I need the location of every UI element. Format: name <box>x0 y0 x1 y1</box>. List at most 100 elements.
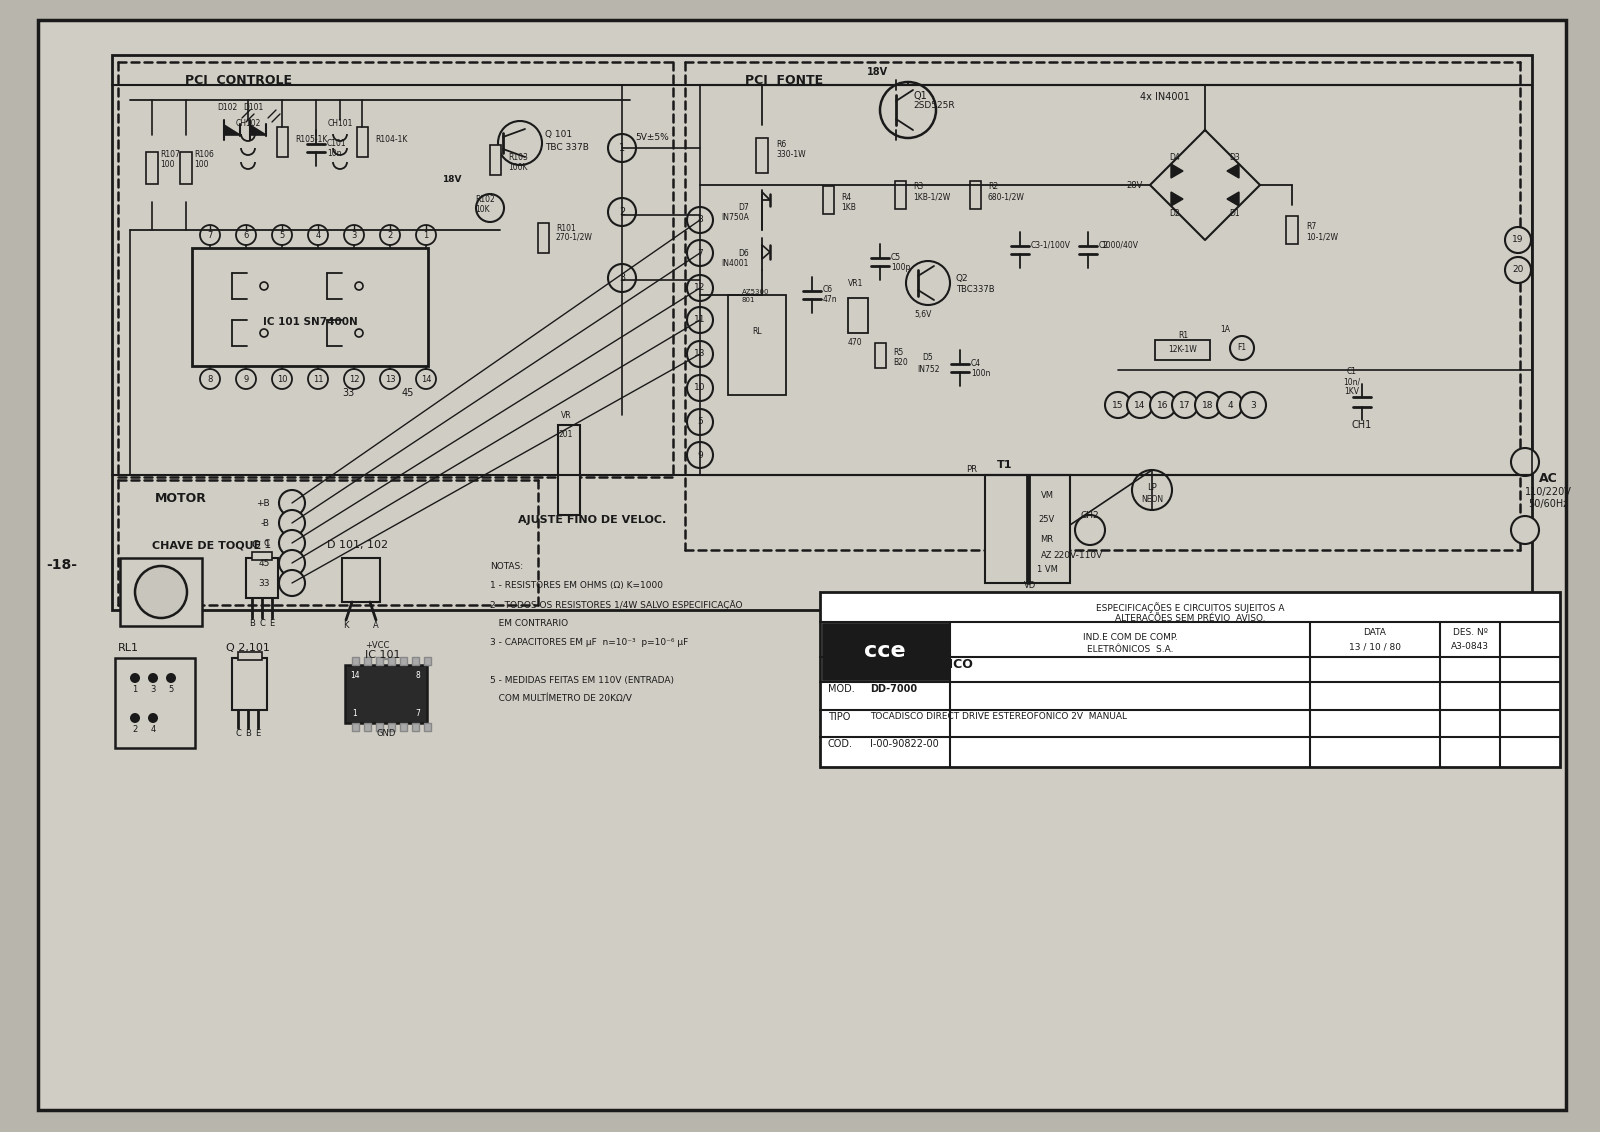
Text: R3: R3 <box>914 182 923 191</box>
Text: ESPECIFICAÇÕES E CIRCUITOS SUJEITOS A: ESPECIFICAÇÕES E CIRCUITOS SUJEITOS A <box>1096 602 1285 612</box>
Text: R5: R5 <box>893 348 904 357</box>
Text: -18-: -18- <box>46 558 77 572</box>
Bar <box>238 652 262 660</box>
Text: 110/220V: 110/220V <box>1525 487 1571 497</box>
Text: VR1: VR1 <box>848 278 864 288</box>
Text: 3: 3 <box>352 231 357 240</box>
Text: 33: 33 <box>259 578 270 588</box>
Text: GND: GND <box>376 729 395 738</box>
Circle shape <box>686 409 714 435</box>
Circle shape <box>166 674 176 683</box>
Polygon shape <box>250 125 266 135</box>
Text: IC 101: IC 101 <box>365 650 400 660</box>
Text: C5: C5 <box>891 252 901 261</box>
Text: R4: R4 <box>842 192 851 201</box>
Text: TBC337B: TBC337B <box>957 285 995 294</box>
Text: PCI  FONTE: PCI FONTE <box>746 74 822 87</box>
Text: A: A <box>373 621 379 631</box>
Text: 16: 16 <box>1157 401 1168 410</box>
Circle shape <box>608 134 637 162</box>
Bar <box>986 475 1070 583</box>
Text: AJUSTE FINO DE VELOC.: AJUSTE FINO DE VELOC. <box>518 515 666 525</box>
Bar <box>246 558 278 598</box>
Circle shape <box>355 329 363 337</box>
Text: 14: 14 <box>350 670 360 679</box>
Text: 14: 14 <box>421 375 432 384</box>
Circle shape <box>1230 336 1254 360</box>
Text: AZ5300: AZ5300 <box>742 289 770 295</box>
Circle shape <box>355 282 363 290</box>
Text: 5: 5 <box>168 686 174 695</box>
Bar <box>424 723 430 731</box>
Text: MR: MR <box>1040 535 1053 544</box>
Text: 11: 11 <box>312 375 323 384</box>
Bar <box>558 424 579 515</box>
Bar <box>365 723 371 731</box>
Text: 4: 4 <box>315 231 320 240</box>
Text: C: C <box>259 619 266 628</box>
Text: Q 2,101: Q 2,101 <box>226 643 270 653</box>
Text: AZ: AZ <box>1042 550 1053 559</box>
Text: 201: 201 <box>558 430 573 439</box>
Circle shape <box>1218 392 1243 418</box>
Text: R107: R107 <box>160 151 179 158</box>
Text: 9: 9 <box>243 375 248 384</box>
Text: 1KB: 1KB <box>842 203 856 212</box>
Text: 18V: 18V <box>867 67 888 77</box>
Text: 10: 10 <box>694 384 706 393</box>
Circle shape <box>1510 516 1539 544</box>
Polygon shape <box>1227 192 1238 206</box>
Text: 3: 3 <box>1250 401 1256 410</box>
Text: 3 - CAPACITORES EM μF  n=10⁻³  p=10⁻⁶ μF: 3 - CAPACITORES EM μF n=10⁻³ p=10⁻⁶ μF <box>490 638 688 648</box>
Text: 5: 5 <box>698 418 702 427</box>
Text: TIPO: TIPO <box>829 712 850 722</box>
Text: 17: 17 <box>1179 401 1190 410</box>
Circle shape <box>381 369 400 389</box>
Circle shape <box>237 225 256 245</box>
Text: 13: 13 <box>694 350 706 359</box>
Text: 47n: 47n <box>822 295 838 305</box>
Text: R101: R101 <box>557 224 576 233</box>
Bar <box>352 657 358 664</box>
Text: EM CONTRARIO: EM CONTRARIO <box>490 619 568 628</box>
Text: 1 VM: 1 VM <box>1037 566 1058 575</box>
Text: NEON: NEON <box>1141 495 1163 504</box>
Text: 19: 19 <box>1512 235 1523 245</box>
Bar <box>1286 216 1298 245</box>
Text: C: C <box>264 539 270 548</box>
Circle shape <box>200 369 221 389</box>
Text: D2: D2 <box>1170 208 1181 217</box>
Text: B: B <box>250 619 254 628</box>
Text: 14: 14 <box>1134 401 1146 410</box>
Circle shape <box>381 225 400 245</box>
Text: 1 - RESISTORES EM OHMS (Ω) K=1000: 1 - RESISTORES EM OHMS (Ω) K=1000 <box>490 581 662 590</box>
Text: ALTERAÇÕES SEM PRÉVIO  AVISO.: ALTERAÇÕES SEM PRÉVIO AVISO. <box>1115 612 1266 623</box>
Circle shape <box>344 225 365 245</box>
Text: 10-1/2W: 10-1/2W <box>1306 232 1338 241</box>
Bar <box>538 223 549 252</box>
Text: R104-1K: R104-1K <box>374 135 408 144</box>
Text: +B: +B <box>256 498 270 507</box>
Text: 18: 18 <box>1202 401 1214 410</box>
Bar <box>365 657 371 664</box>
Text: A3-0843: A3-0843 <box>1451 642 1490 651</box>
Text: Q 101: Q 101 <box>546 130 573 139</box>
Circle shape <box>686 275 714 301</box>
Text: CH2: CH2 <box>1080 511 1099 520</box>
Text: MOD.: MOD. <box>829 684 854 694</box>
Text: LP: LP <box>1147 482 1157 491</box>
Bar <box>357 127 368 157</box>
Text: IN4001: IN4001 <box>722 258 749 267</box>
Bar <box>413 657 419 664</box>
Text: 1: 1 <box>619 143 626 153</box>
Text: 12: 12 <box>349 375 360 384</box>
Bar <box>146 152 158 185</box>
Circle shape <box>130 674 141 683</box>
Circle shape <box>498 121 542 165</box>
Bar <box>848 298 867 333</box>
Text: 100K: 100K <box>509 163 528 172</box>
Text: R6: R6 <box>776 140 786 149</box>
Text: COD.: COD. <box>829 739 853 749</box>
Bar <box>115 658 195 748</box>
Text: 33: 33 <box>342 388 354 398</box>
